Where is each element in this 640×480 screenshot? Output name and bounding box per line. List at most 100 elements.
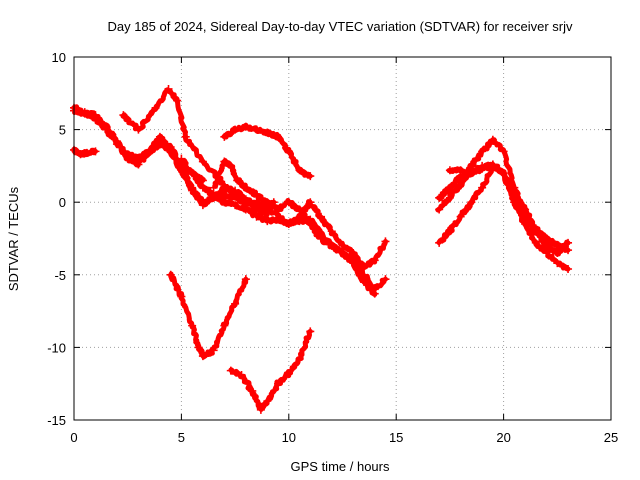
data-point xyxy=(209,346,218,355)
data-point xyxy=(220,157,229,166)
data-point xyxy=(173,96,182,105)
plot-frame xyxy=(73,56,612,421)
data-point xyxy=(274,215,283,224)
data-point xyxy=(284,219,293,228)
data-point xyxy=(220,190,229,199)
data-point xyxy=(134,154,143,163)
data-point xyxy=(164,84,173,93)
data-point xyxy=(220,321,229,330)
data-point xyxy=(467,161,476,170)
series-arc-6 xyxy=(177,157,388,271)
y-tick-label: 5 xyxy=(59,123,66,138)
y-tick-label: -5 xyxy=(54,268,66,283)
data-point xyxy=(237,370,246,379)
data-point xyxy=(231,299,240,308)
data-point xyxy=(488,160,497,169)
data-point xyxy=(112,137,121,146)
data-point xyxy=(381,275,390,284)
series-arc-14 xyxy=(435,137,560,249)
data-point xyxy=(198,157,207,166)
x-tick-label: 10 xyxy=(282,430,296,445)
chart-title: Day 185 of 2024, Sidereal Day-to-day VTE… xyxy=(107,19,573,34)
data-point xyxy=(478,147,487,156)
data-point xyxy=(166,143,175,152)
data-point xyxy=(521,212,530,221)
data-point xyxy=(510,198,519,207)
data-point xyxy=(263,128,272,137)
data-point xyxy=(188,183,197,192)
data-point xyxy=(445,227,454,236)
data-point xyxy=(241,275,250,284)
data-point xyxy=(82,148,91,157)
data-point xyxy=(220,198,229,207)
data-point xyxy=(456,212,465,221)
data-point xyxy=(155,132,164,141)
data-point xyxy=(231,201,240,210)
data-point xyxy=(317,234,326,243)
data-point xyxy=(284,198,293,207)
data-point xyxy=(263,397,272,406)
series-arc-8-markers xyxy=(220,122,315,181)
data-point xyxy=(456,166,465,175)
data-point xyxy=(349,249,358,258)
data-point xyxy=(499,169,508,178)
data-point xyxy=(188,321,197,330)
data-point xyxy=(295,166,304,175)
data-point xyxy=(256,405,265,414)
data-point xyxy=(102,122,111,131)
data-point xyxy=(488,135,497,144)
data-point xyxy=(295,355,304,364)
series-arc-6-markers xyxy=(177,154,390,272)
x-tick-label: 20 xyxy=(496,430,510,445)
data-point xyxy=(564,238,573,247)
data-point xyxy=(338,249,347,258)
data-point xyxy=(151,103,160,112)
data-point xyxy=(435,205,444,214)
data-point xyxy=(233,176,242,185)
data-point xyxy=(531,238,540,247)
data-point xyxy=(306,172,315,181)
data-point xyxy=(91,147,100,156)
series-arc-10-markers xyxy=(226,327,315,414)
data-point xyxy=(338,241,347,250)
data-point xyxy=(359,263,368,272)
data-point xyxy=(177,154,186,163)
series-arc-15 xyxy=(511,200,571,257)
data-point xyxy=(226,161,235,170)
data-point xyxy=(274,205,283,214)
data-series xyxy=(70,84,573,414)
data-point xyxy=(226,366,235,375)
data-point xyxy=(119,111,128,120)
y-tick-label: 0 xyxy=(59,195,66,210)
data-point xyxy=(456,180,465,189)
y-tick-label: -10 xyxy=(47,340,66,355)
y-tick-label: -15 xyxy=(47,413,66,428)
data-point xyxy=(76,150,85,159)
data-point xyxy=(198,183,207,192)
series-arc-10 xyxy=(228,328,313,412)
data-point xyxy=(295,205,304,214)
data-point xyxy=(241,122,250,131)
data-point xyxy=(564,246,573,255)
series-arc-15-markers xyxy=(510,198,573,258)
data-point xyxy=(564,264,573,273)
data-point xyxy=(188,169,197,178)
data-point xyxy=(274,132,283,141)
data-point xyxy=(252,190,261,199)
data-point xyxy=(80,108,89,117)
data-point xyxy=(467,198,476,207)
series-arc-7 xyxy=(212,158,378,297)
data-point xyxy=(349,259,358,268)
x-tick-label: 0 xyxy=(70,430,77,445)
data-point xyxy=(263,217,272,226)
data-point xyxy=(327,227,336,236)
data-point xyxy=(91,111,100,120)
data-point xyxy=(478,164,487,173)
data-point xyxy=(209,183,218,192)
x-tick-label: 15 xyxy=(389,430,403,445)
data-point xyxy=(248,386,257,395)
data-point xyxy=(155,140,164,149)
data-point xyxy=(263,198,272,207)
data-point xyxy=(370,256,379,265)
data-point xyxy=(370,289,379,298)
